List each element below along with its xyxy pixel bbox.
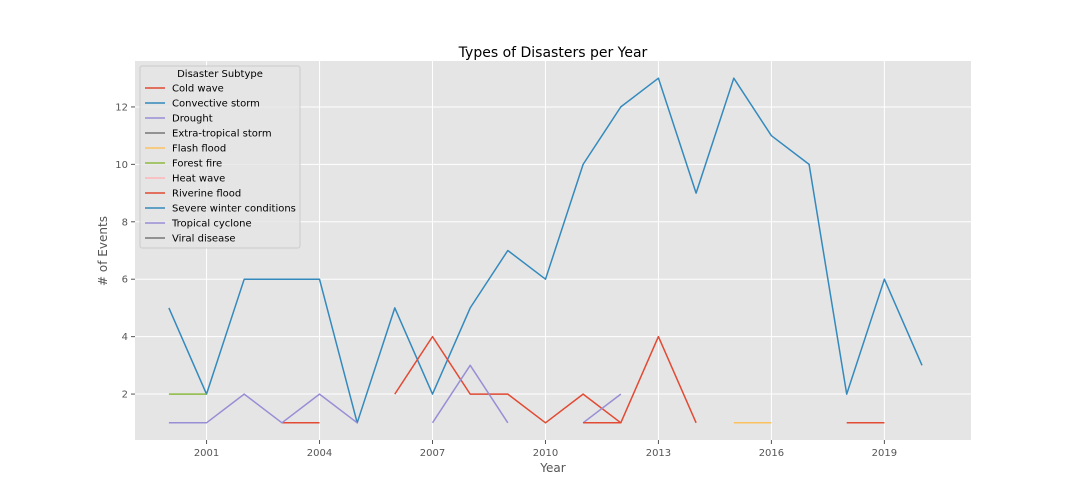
y-tick-label: 10 — [115, 160, 128, 171]
x-tick-label: 2013 — [646, 448, 671, 459]
series-line — [431, 364, 509, 424]
legend: Disaster Subtype Cold wave Convective sto… — [139, 65, 301, 249]
legend-label: Cold wave — [172, 84, 224, 95]
legend-label: Viral disease — [172, 234, 236, 245]
legend-title: Disaster Subtype — [177, 69, 263, 80]
series-line — [168, 393, 358, 424]
y-tick-label: 12 — [115, 102, 128, 113]
series-lines — [168, 77, 923, 424]
x-tick-labels: 2001 2004 2007 2010 2013 2016 2019 — [194, 440, 897, 459]
y-axis-label: # of Events — [96, 216, 110, 286]
legend-box — [139, 65, 301, 249]
y-tick-label: 4 — [122, 332, 128, 343]
chart-title: Types of Disasters per Year — [458, 45, 648, 61]
y-tick-label: 6 — [122, 275, 128, 286]
y-tick-label: 2 — [122, 390, 128, 401]
series-line — [394, 335, 697, 424]
legend-label: Tropical cyclone — [171, 219, 252, 230]
series-line — [168, 77, 923, 424]
x-tick-label: 2010 — [533, 448, 558, 459]
legend-label: Riverine flood — [172, 189, 241, 200]
x-tick-label: 2007 — [420, 448, 445, 459]
legend-label: Drought — [172, 114, 213, 125]
legend-label: Extra-tropical storm — [172, 129, 272, 140]
series-line — [582, 393, 622, 424]
x-tick-label: 2016 — [759, 448, 784, 459]
x-tick-label: 2001 — [194, 448, 219, 459]
legend-label: Flash flood — [172, 144, 226, 155]
legend-label: Heat wave — [172, 174, 225, 185]
legend-label: Severe winter conditions — [172, 204, 296, 215]
legend-entries: Cold wave Convective storm Drought Extra-tr… — [145, 84, 296, 245]
legend-label: Forest fire — [172, 159, 222, 170]
x-axis-label: Year — [539, 461, 565, 475]
x-tick-label: 2019 — [872, 448, 897, 459]
y-tick-labels: 2 4 6 8 10 12 — [115, 102, 135, 401]
legend-label: Convective storm — [172, 99, 260, 110]
y-tick-label: 8 — [122, 217, 128, 228]
x-tick-label: 2004 — [307, 448, 332, 459]
